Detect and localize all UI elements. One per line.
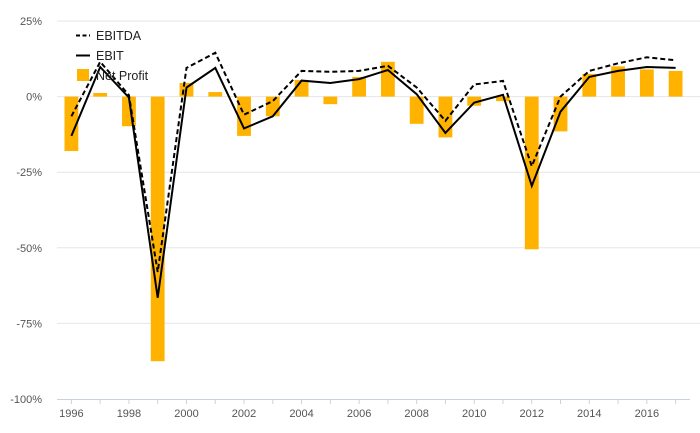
bar-net-profit: [409, 96, 424, 124]
x-tick-label: 2002: [232, 408, 256, 420]
bar-net-profit: [265, 96, 280, 117]
x-tick-label: 2014: [577, 408, 601, 420]
x-tick-label: 2016: [635, 408, 659, 420]
y-tick-label: -100%: [10, 394, 42, 406]
legend-swatch-net-profit: [77, 69, 89, 81]
net-profit-bars: [64, 61, 683, 362]
bar-net-profit: [352, 76, 367, 97]
x-tick-label: 1998: [117, 408, 141, 420]
line-series: [70, 51, 676, 298]
y-tick-label: -25%: [16, 167, 42, 179]
bar-net-profit: [668, 70, 683, 97]
bar-net-profit: [496, 96, 510, 102]
x-tick-label: 2004: [289, 408, 313, 420]
x-tick-label: 2010: [462, 408, 486, 420]
bar-net-profit: [611, 66, 625, 97]
bar-net-profit: [639, 69, 654, 97]
legend-item-ebitda: EBITDA: [76, 29, 142, 43]
legend-label-net-profit: Net Profit: [96, 69, 149, 83]
x-tick-label: 1996: [59, 408, 83, 420]
bar-net-profit: [524, 96, 539, 250]
bar-net-profit: [208, 92, 223, 97]
legend-item-ebit: EBIT: [76, 49, 124, 63]
bar-net-profit: [323, 96, 338, 105]
bar-net-profit: [467, 96, 482, 106]
bar-net-profit: [294, 79, 309, 97]
legend-label-ebitda: EBITDA: [96, 29, 142, 43]
bar-net-profit: [150, 96, 165, 362]
x-tick-label: 2012: [520, 408, 544, 420]
axes: 25% 0% -25% -50% -75% -100% 1996 1998 2000 2002 20…: [10, 16, 690, 420]
x-tick-label: 2000: [174, 408, 198, 420]
y-tick-label: 25%: [20, 16, 42, 28]
line-ebitda: [70, 51, 676, 273]
bar-net-profit: [64, 96, 79, 152]
legend: EBITDA EBIT Net Profit: [76, 29, 149, 83]
legend-label-ebit: EBIT: [96, 49, 124, 63]
line-ebit: [70, 65, 676, 298]
y-tick-label: -75%: [16, 318, 42, 330]
y-tick-label: -50%: [16, 243, 42, 255]
x-tick-label: 2008: [404, 408, 428, 420]
y-tick-label: 0%: [26, 92, 42, 104]
bar-net-profit: [93, 92, 108, 97]
x-tick-label: 2006: [347, 408, 371, 420]
legend-item-net-profit: Net Profit: [77, 69, 149, 83]
